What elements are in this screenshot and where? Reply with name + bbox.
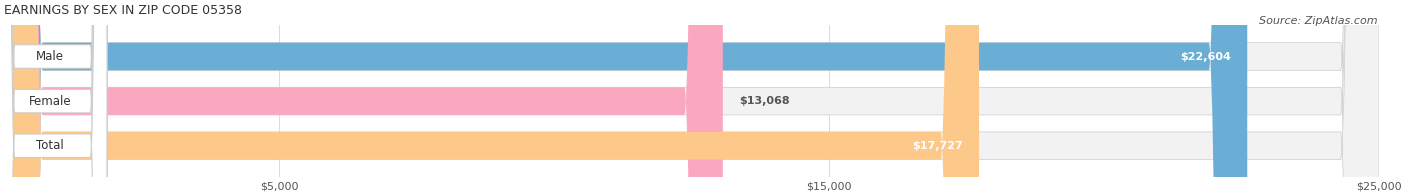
- Text: $17,727: $17,727: [912, 141, 963, 151]
- FancyBboxPatch shape: [4, 0, 1379, 196]
- FancyBboxPatch shape: [0, 0, 107, 196]
- FancyBboxPatch shape: [4, 0, 1379, 196]
- FancyBboxPatch shape: [4, 0, 1247, 196]
- Text: Female: Female: [30, 95, 72, 108]
- FancyBboxPatch shape: [4, 0, 979, 196]
- Text: Male: Male: [37, 50, 65, 63]
- Text: $13,068: $13,068: [740, 96, 790, 106]
- FancyBboxPatch shape: [4, 0, 1379, 196]
- Text: EARNINGS BY SEX IN ZIP CODE 05358: EARNINGS BY SEX IN ZIP CODE 05358: [4, 4, 242, 17]
- Text: Source: ZipAtlas.com: Source: ZipAtlas.com: [1260, 16, 1378, 26]
- Text: Total: Total: [37, 139, 65, 152]
- Text: $22,604: $22,604: [1180, 52, 1230, 62]
- FancyBboxPatch shape: [0, 0, 107, 196]
- FancyBboxPatch shape: [4, 0, 723, 196]
- FancyBboxPatch shape: [0, 0, 107, 196]
